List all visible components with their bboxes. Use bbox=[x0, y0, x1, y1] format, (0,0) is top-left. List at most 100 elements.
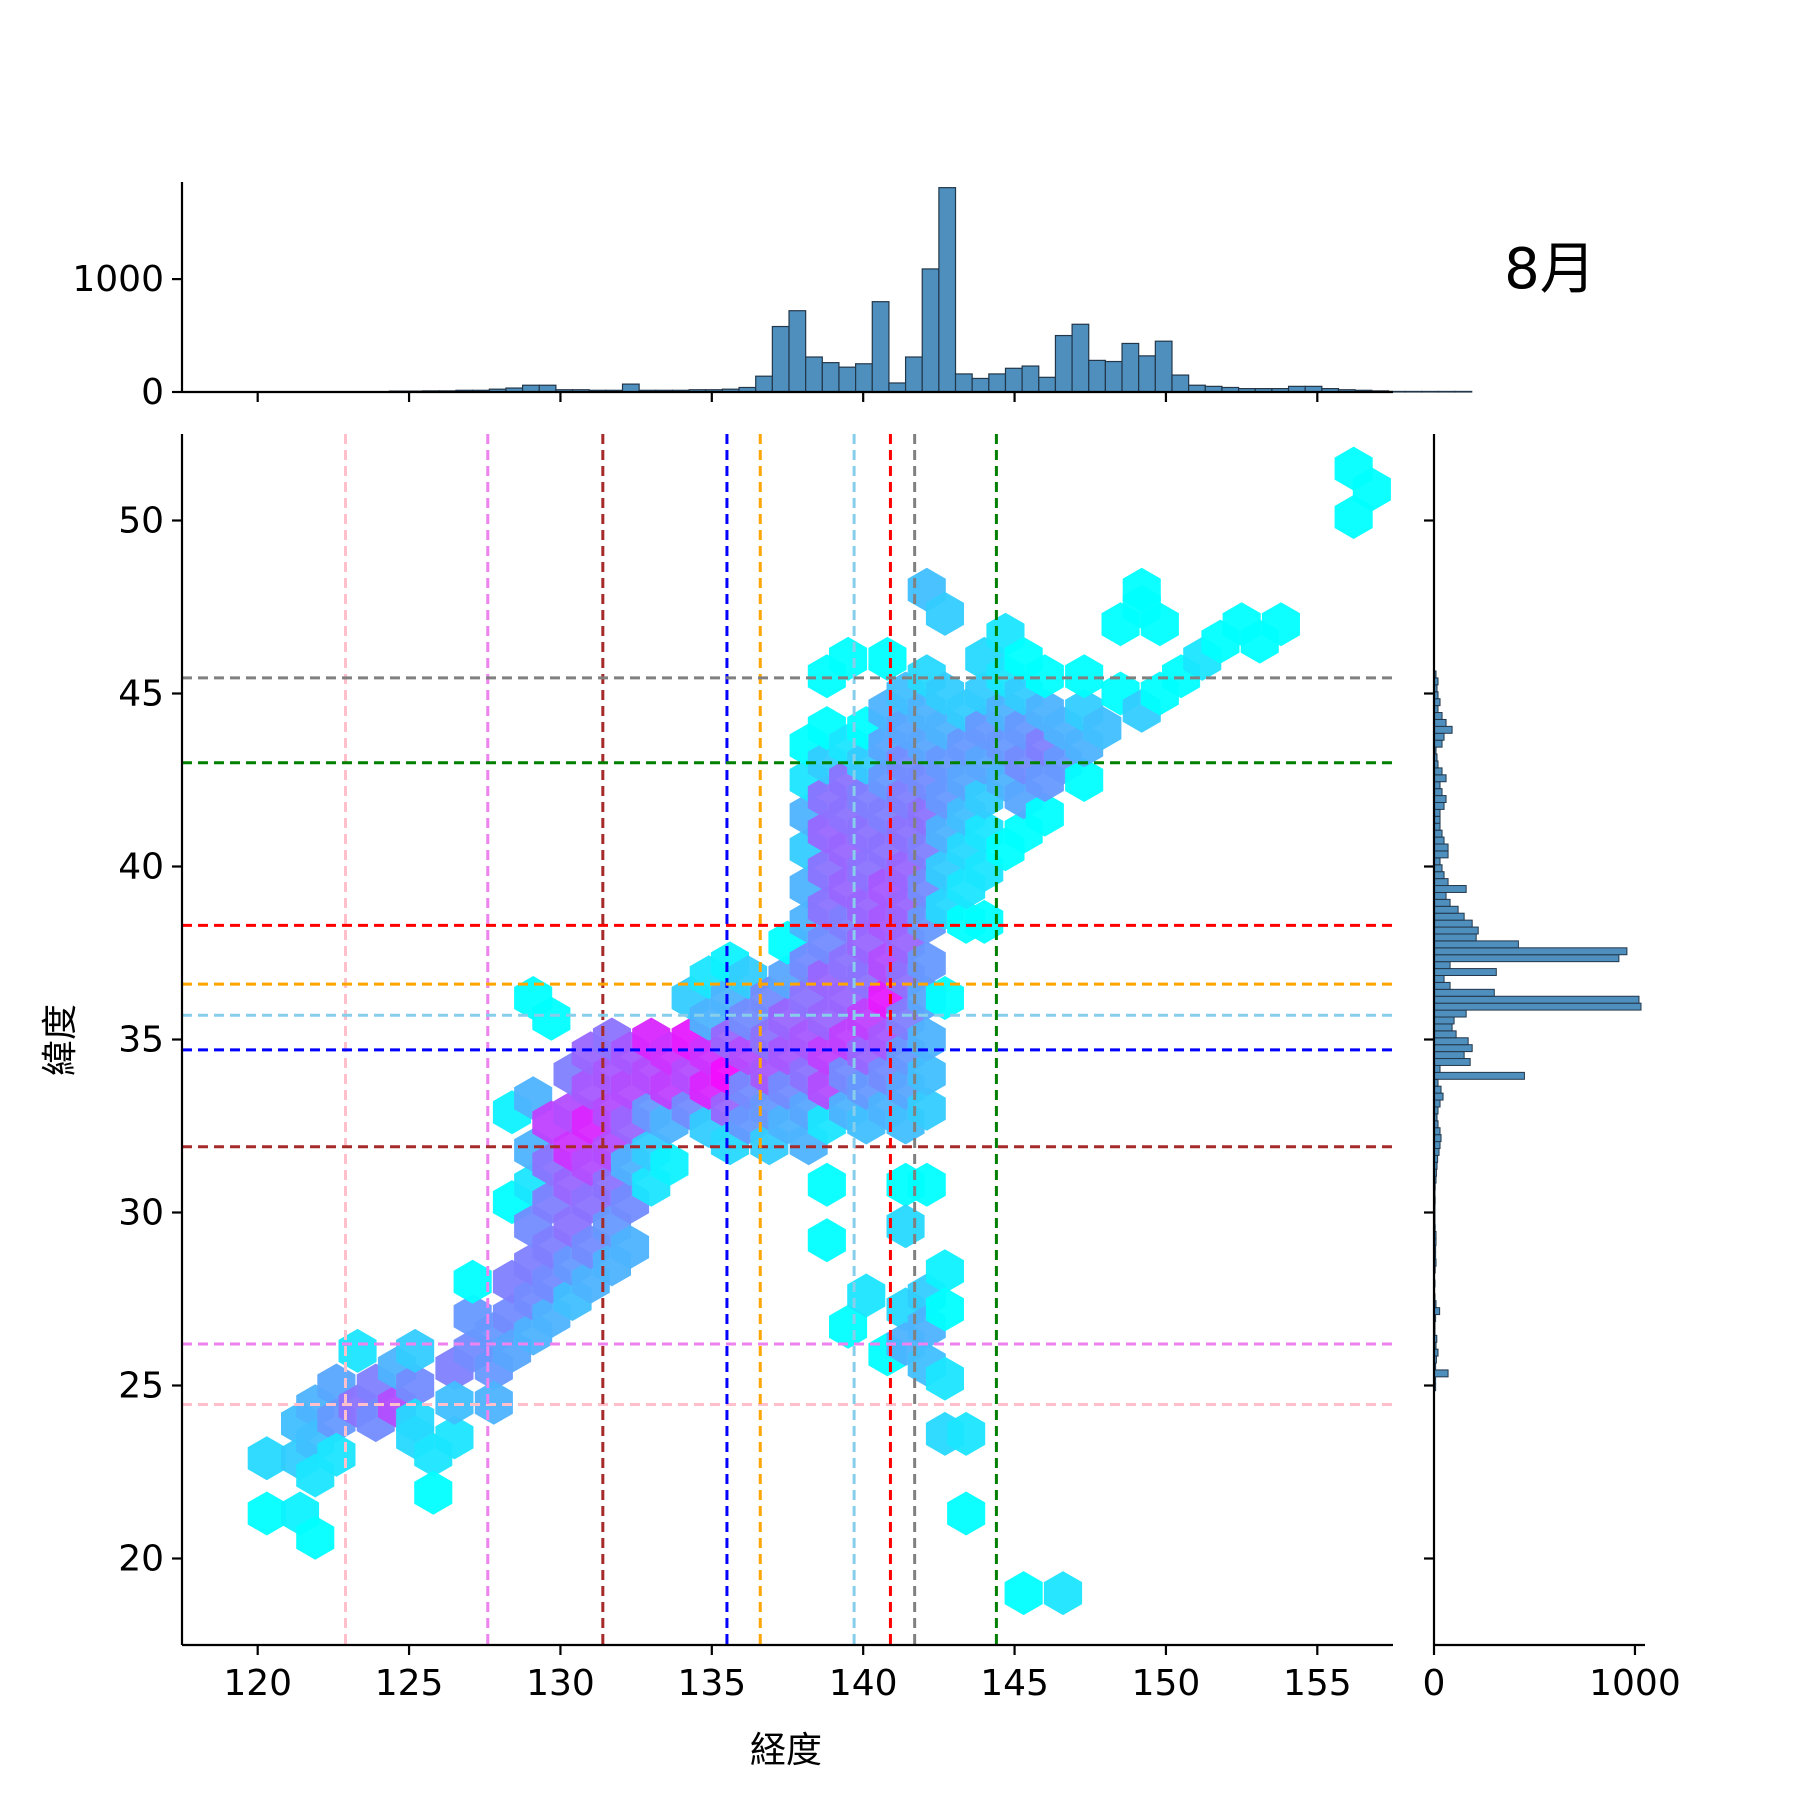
hexbin-cell bbox=[611, 1225, 650, 1270]
right-hist-bar bbox=[1433, 1051, 1465, 1060]
hexbin-cell bbox=[925, 976, 964, 1020]
right-hist-bar bbox=[1433, 878, 1449, 887]
hexbin-cell bbox=[1004, 1571, 1043, 1616]
top-hist-bar bbox=[821, 362, 840, 393]
right-marginal-histogram bbox=[1433, 670, 1642, 1392]
top-hist-bar bbox=[788, 310, 807, 393]
right-hist-bar bbox=[1433, 1002, 1642, 1011]
x-axis-title: 経度 bbox=[750, 1730, 822, 1771]
hexbin-cell bbox=[807, 1218, 846, 1263]
right-hist-bar bbox=[1433, 891, 1447, 900]
right-hist-bar bbox=[1433, 1058, 1471, 1066]
top-hist-bar bbox=[1071, 323, 1090, 393]
hexbin-layer bbox=[247, 446, 1391, 1616]
right-hist-bar bbox=[1433, 739, 1443, 748]
hexbin-cell bbox=[1334, 495, 1373, 539]
hexbin-cell bbox=[247, 1436, 286, 1481]
hexbin-cell bbox=[1122, 567, 1161, 612]
top-hist-bar bbox=[904, 356, 923, 393]
top-hist-bar bbox=[971, 377, 990, 393]
top-hist-bar bbox=[838, 366, 857, 393]
hexbin-cell bbox=[847, 1273, 886, 1318]
hexbin-cell bbox=[435, 1415, 474, 1460]
right-hist-bar bbox=[1433, 947, 1628, 956]
right-hist-bar bbox=[1433, 974, 1445, 983]
hexbin-cell bbox=[925, 1249, 964, 1294]
x-tick-label: 155 bbox=[1283, 1663, 1352, 1704]
top-marginal-histogram bbox=[388, 187, 1473, 393]
hexbin-cell bbox=[1065, 758, 1104, 802]
top-hist-bar bbox=[1021, 365, 1040, 393]
top-hist-bar bbox=[988, 373, 1007, 393]
top-hist-bar bbox=[1054, 334, 1073, 393]
right-hist-bar bbox=[1433, 961, 1451, 970]
hexbin-cell bbox=[886, 1204, 925, 1249]
hexbin-cell bbox=[1065, 654, 1104, 699]
top-hist-bar bbox=[1121, 342, 1140, 393]
right-hist-bar bbox=[1433, 1092, 1444, 1101]
hexbin-cell bbox=[1025, 792, 1064, 837]
panel-title: 8月 bbox=[1504, 237, 1596, 302]
hexbin-cell bbox=[965, 899, 1004, 944]
hexbin-cell bbox=[396, 1328, 435, 1373]
right-hist-bar bbox=[1433, 1023, 1453, 1032]
hexbin-cell bbox=[453, 1259, 492, 1304]
right-hist-bar bbox=[1433, 1044, 1473, 1053]
right-hist-bar bbox=[1433, 1016, 1455, 1025]
hexbin-cell bbox=[907, 1162, 946, 1207]
right-hist-bar bbox=[1433, 718, 1447, 727]
hexbin-cell bbox=[247, 1491, 286, 1536]
hexbin-cell bbox=[474, 1380, 513, 1425]
top-hist-bar bbox=[1038, 376, 1057, 393]
top-hist-bar bbox=[871, 301, 890, 393]
y-tick-label: 25 bbox=[118, 1366, 164, 1407]
right-hist-bar bbox=[1433, 981, 1451, 990]
y-tick-label: 50 bbox=[118, 501, 164, 542]
right-hist-bar bbox=[1433, 1071, 1525, 1080]
reference-lines bbox=[182, 434, 1393, 1645]
hexbin-cell bbox=[296, 1515, 335, 1560]
right-hist-bar bbox=[1433, 871, 1445, 880]
y-tick-label: 40 bbox=[118, 847, 164, 888]
right-hist-bar bbox=[1433, 898, 1451, 907]
top-hist-bar bbox=[1171, 374, 1190, 393]
right-hist-bar bbox=[1433, 988, 1495, 997]
hexbin-cell bbox=[925, 1356, 964, 1401]
top-hist-bar bbox=[1154, 340, 1173, 393]
hexbin-cell bbox=[807, 1162, 846, 1207]
right-hist-x-tick-label: 0 bbox=[1423, 1663, 1446, 1704]
top-hist-bar bbox=[1454, 390, 1473, 393]
right-hist-bar bbox=[1433, 912, 1465, 921]
top-hist-bar bbox=[771, 325, 790, 393]
hexbin-cell bbox=[1083, 706, 1122, 751]
hexbin-cell bbox=[907, 941, 946, 986]
right-hist-bar bbox=[1433, 926, 1479, 935]
hexbin-cell bbox=[947, 1491, 986, 1536]
x-tick-label: 120 bbox=[223, 1663, 292, 1704]
right-hist-x-tick-label: 1000 bbox=[1589, 1663, 1681, 1704]
top-hist-bar bbox=[1421, 390, 1440, 393]
y-tick-label: 20 bbox=[118, 1539, 164, 1580]
hexbin-cell bbox=[1261, 602, 1300, 647]
hexbin-cell bbox=[947, 1411, 986, 1456]
hexbin-cell bbox=[829, 636, 868, 681]
right-hist-bar bbox=[1433, 801, 1445, 810]
top-hist-y-tick-label: 1000 bbox=[72, 259, 164, 300]
right-hist-bar bbox=[1433, 864, 1443, 873]
right-hist-bar bbox=[1433, 933, 1477, 942]
hexbin-cell bbox=[338, 1328, 377, 1373]
right-hist-bar bbox=[1433, 919, 1473, 928]
right-hist-bar bbox=[1433, 774, 1447, 783]
hexbin-cell bbox=[414, 1470, 453, 1515]
hexbin-cell bbox=[829, 1304, 868, 1349]
top-hist-bar bbox=[1437, 390, 1456, 393]
right-hist-bar bbox=[1433, 829, 1443, 838]
top-hist-bar bbox=[1104, 360, 1123, 393]
hexbin-cell bbox=[396, 1363, 435, 1408]
right-hist-bar bbox=[1433, 885, 1467, 893]
top-hist-bar bbox=[621, 383, 640, 393]
x-tick-label: 135 bbox=[677, 1663, 746, 1704]
right-hist-bar bbox=[1433, 1037, 1469, 1046]
right-hist-bar bbox=[1433, 1009, 1467, 1018]
